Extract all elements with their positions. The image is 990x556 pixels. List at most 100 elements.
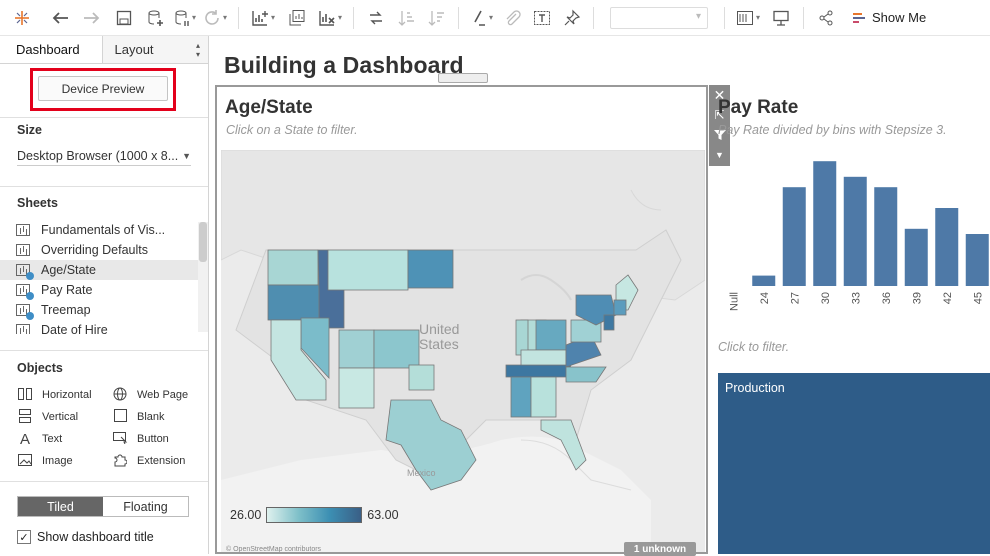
fit-dropdown[interactable] xyxy=(610,6,708,29)
object-vertical[interactable]: Vertical xyxy=(17,408,112,426)
undo-icon[interactable] xyxy=(44,0,76,36)
chevron-down-icon: ▼ xyxy=(182,150,191,161)
sheet-item[interactable]: Fundamentals of Vis... xyxy=(0,220,198,240)
state-ma[interactable] xyxy=(613,299,627,316)
toolbar: ▾ ▾ ▾ ▾ ▾ ▾ xyxy=(0,0,990,36)
object-image[interactable]: Image xyxy=(17,453,112,469)
pause-updates-icon[interactable]: ▾ xyxy=(172,0,198,36)
x-tick-label: 42 xyxy=(942,292,954,304)
age-state-map[interactable]: United States Mexico xyxy=(221,150,705,552)
bar-45[interactable] xyxy=(965,234,989,286)
sheet-item[interactable]: Overriding Defaults xyxy=(0,240,198,260)
state-ca[interactable] xyxy=(270,319,327,401)
move-handle[interactable] xyxy=(438,73,488,83)
vertical-icon xyxy=(17,408,33,426)
sheet-item[interactable]: Date of Hire xyxy=(0,320,198,334)
object-extension[interactable]: Extension xyxy=(112,453,207,470)
presentation-mode-icon[interactable] xyxy=(765,0,797,36)
state-fl[interactable] xyxy=(540,419,587,471)
state-ok[interactable] xyxy=(408,364,435,391)
show-title-checkbox[interactable]: ✓ xyxy=(17,530,31,544)
selected-zone-frame xyxy=(215,85,708,554)
floating-button[interactable]: Floating xyxy=(103,497,188,516)
close-icon[interactable]: ✕ xyxy=(713,86,726,103)
highlight-icon[interactable]: ▾ xyxy=(465,0,497,36)
tableau-logo-icon[interactable] xyxy=(0,0,44,36)
sheet-item[interactable]: Pay Rate xyxy=(0,280,198,300)
object-text[interactable]: A Text xyxy=(17,431,112,448)
state-az[interactable] xyxy=(338,367,375,409)
size-dropdown[interactable]: Desktop Browser (1000 x 8... ▼ xyxy=(17,146,191,166)
state-mt[interactable] xyxy=(327,249,409,291)
tab-layout[interactable]: Layout ▴ ▾ xyxy=(101,36,208,63)
sheet-item-label: Treemap xyxy=(41,303,91,317)
bar-36[interactable] xyxy=(874,187,898,286)
object-blank[interactable]: Blank xyxy=(112,409,207,425)
object-label: Button xyxy=(137,433,169,445)
new-worksheet-icon[interactable]: ▾ xyxy=(245,0,281,36)
state-ga[interactable] xyxy=(530,376,557,418)
treemap-production-block[interactable]: Production xyxy=(718,373,990,554)
show-dashboard-title-option[interactable]: ✓ Show dashboard title xyxy=(17,530,154,544)
state-tx[interactable] xyxy=(385,399,477,491)
state-oh[interactable] xyxy=(535,319,567,351)
clear-sheet-icon[interactable]: ▾ xyxy=(313,0,347,36)
tiled-button[interactable]: Tiled xyxy=(18,497,103,516)
pay-rate-bar-chart[interactable]: Null242730333639424548 xyxy=(718,150,990,325)
sheet-item[interactable]: Treemap xyxy=(0,300,198,320)
globe-icon xyxy=(112,387,128,404)
filter-icon[interactable] xyxy=(713,125,726,145)
show-me-button[interactable]: Show Me xyxy=(852,10,926,25)
state-wa[interactable] xyxy=(267,249,319,286)
group-members-icon[interactable] xyxy=(497,0,527,36)
new-data-source-icon[interactable] xyxy=(140,0,172,36)
state-nj[interactable] xyxy=(603,314,615,331)
scrollbar-thumb[interactable] xyxy=(199,222,207,262)
show-mark-labels-icon[interactable] xyxy=(527,0,557,36)
fix-axes-pin-icon[interactable] xyxy=(557,0,587,36)
bar-33[interactable] xyxy=(843,176,867,286)
sheet-item-label: Pay Rate xyxy=(41,283,93,297)
state-ut[interactable] xyxy=(338,329,375,369)
toolbar-divider xyxy=(803,6,804,29)
show-cards-icon[interactable]: ▾ xyxy=(731,0,765,36)
share-icon[interactable] xyxy=(810,0,842,36)
worksheet-in-use-icon xyxy=(16,304,34,320)
swap-rows-columns-icon[interactable] xyxy=(360,0,392,36)
age-state-subtitle: Click on a State to filter. xyxy=(226,123,358,137)
refresh-icon[interactable]: ▾ xyxy=(198,0,232,36)
object-button[interactable]: Button xyxy=(112,431,207,447)
object-label: Extension xyxy=(137,455,186,467)
bar-27[interactable] xyxy=(782,187,806,286)
button-icon xyxy=(112,431,128,447)
map-graphic: United States Mexico xyxy=(221,150,705,552)
dashboard-title[interactable]: Building a Dashboard xyxy=(224,52,464,78)
state-nd[interactable] xyxy=(407,249,454,289)
save-icon[interactable] xyxy=(108,0,140,36)
more-options-chevron-icon[interactable]: ▼ xyxy=(715,150,724,160)
sort-descending-icon[interactable] xyxy=(422,0,452,36)
object-label: Web Page xyxy=(137,389,189,401)
text-icon: A xyxy=(19,430,30,448)
duplicate-sheet-icon[interactable] xyxy=(281,0,313,36)
tab-dashboard[interactable]: Dashboard xyxy=(0,36,102,63)
sort-ascending-icon[interactable] xyxy=(392,0,422,36)
object-web-page[interactable]: Web Page xyxy=(112,387,207,404)
object-label: Blank xyxy=(137,411,165,423)
go-to-sheet-icon[interactable]: ⇱ xyxy=(714,108,725,122)
redo-icon[interactable] xyxy=(76,0,108,36)
sheet-list-scrollbar[interactable] xyxy=(198,222,208,332)
map-attribution[interactable]: © OpenStreetMap contributors xyxy=(226,546,322,553)
object-label: Text xyxy=(42,433,63,445)
worksheet-icon xyxy=(16,244,30,256)
bar-24[interactable] xyxy=(752,275,776,286)
state-nc[interactable] xyxy=(565,366,607,383)
object-horizontal[interactable]: Horizontal xyxy=(17,387,112,403)
state-co[interactable] xyxy=(373,329,420,369)
bar-42[interactable] xyxy=(935,208,959,286)
bar-30[interactable] xyxy=(813,161,837,286)
panel-tabs: Dashboard Layout ▴ ▾ xyxy=(0,36,208,64)
device-preview-button[interactable]: Device Preview xyxy=(38,76,168,101)
sheet-item-selected[interactable]: Age/State xyxy=(0,260,198,280)
bar-39[interactable] xyxy=(904,228,928,286)
